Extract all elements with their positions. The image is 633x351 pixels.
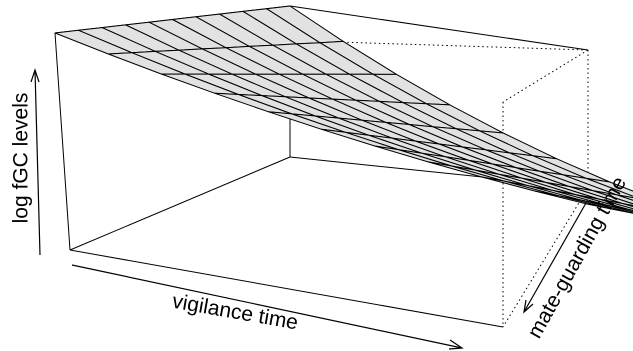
surface-facet [534,190,612,210]
axis-arrows [30,68,587,350]
box-edge-front-left [54,32,71,251]
box-edge-right-bottom [502,187,589,328]
box-edge-right-top [502,49,589,103]
z-axis-label: log fGC levels [10,93,33,224]
x-axis-arrow [71,264,464,350]
z-axis-arrow [30,68,41,256]
y-axis-arrow [523,202,587,314]
surface-mesh [54,5,633,214]
box-edge-top-right-back [289,5,589,51]
box-edge-left-bottom [69,156,291,251]
box-edge-front-bottom [69,249,504,328]
x-axis-label: vigilance time [171,290,300,335]
